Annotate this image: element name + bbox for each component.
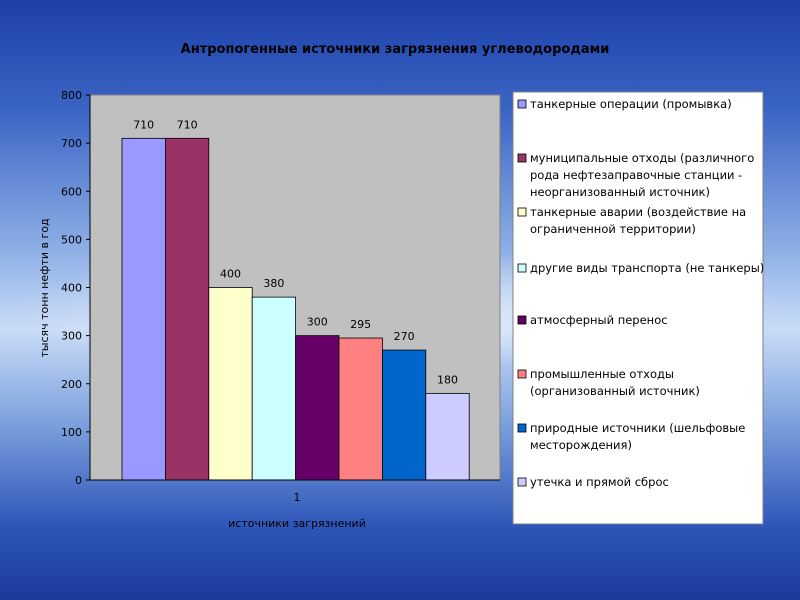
- bar-value-label: 270: [394, 330, 415, 343]
- bar-value-label: 300: [307, 316, 328, 329]
- y-tick-label: 200: [61, 378, 82, 391]
- legend-swatch: [517, 369, 527, 379]
- legend-swatch: [517, 153, 527, 163]
- bar-value-label: 710: [177, 118, 198, 131]
- y-tick-label: 400: [61, 282, 82, 295]
- legend-label: природные источники (шельфовые месторожде…: [530, 421, 745, 452]
- legend-label: атмосферный перенос: [530, 313, 668, 327]
- y-tick-label: 800: [61, 89, 82, 102]
- y-axis-title: тысяч тонн нефти в год: [38, 218, 51, 358]
- bar: [121, 137, 166, 481]
- legend-swatch: [517, 263, 527, 273]
- bar-value-label: 295: [350, 318, 371, 331]
- legend-swatch: [517, 423, 527, 433]
- legend-swatch: [517, 477, 527, 487]
- bar: [338, 337, 383, 481]
- legend-label: танкерные аварии (воздействие на ограниче…: [530, 205, 746, 236]
- bar-value-label: 180: [437, 373, 458, 386]
- bar: [381, 349, 427, 481]
- bar: [208, 287, 253, 481]
- y-tick-label: 500: [61, 233, 82, 246]
- y-tick-label: 300: [61, 330, 82, 343]
- legend-swatch: [517, 315, 527, 325]
- legend-label: танкерные операции (промывка): [530, 97, 732, 111]
- bar-value-label: 710: [133, 118, 154, 131]
- bar-value-label: 400: [220, 268, 241, 281]
- y-tick-label: 700: [61, 137, 82, 150]
- legend-label: утечка и прямой сброс: [530, 475, 669, 489]
- legend-swatch: [517, 99, 527, 109]
- legend-swatch: [517, 207, 527, 217]
- y-tick-label: 100: [61, 426, 82, 439]
- bar: [164, 137, 210, 481]
- legend-label: муниципальные отходы (различного рода неф…: [530, 151, 754, 199]
- chart-title: Антропогенные источники загрязнения угле…: [181, 42, 610, 57]
- y-tick-label: 600: [61, 185, 82, 198]
- bar: [251, 296, 296, 481]
- y-tick-label: 0: [75, 474, 82, 487]
- x-tick-label: 1: [294, 491, 301, 504]
- legend-label: другие виды транспорта (не танкеры): [530, 261, 764, 275]
- bar: [295, 335, 340, 481]
- legend-label: промышленные отходы (организованный источ…: [530, 367, 700, 398]
- x-axis-title: источники загрязнений: [228, 517, 366, 530]
- bar-value-label: 380: [263, 277, 284, 290]
- legend: [512, 91, 764, 525]
- bar: [425, 392, 470, 481]
